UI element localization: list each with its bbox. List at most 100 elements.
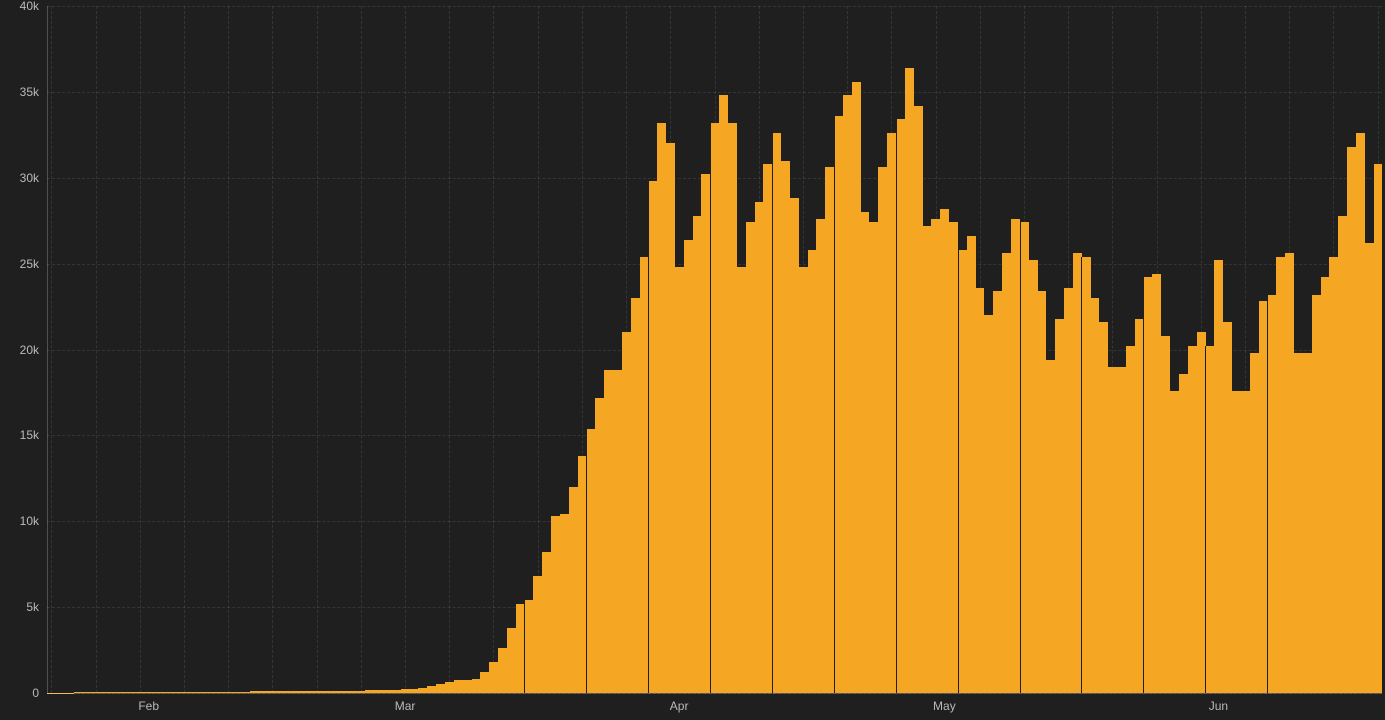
- bar: [746, 222, 755, 693]
- bar: [931, 219, 940, 693]
- bar: [737, 267, 746, 693]
- y-tick-label: 25k: [0, 257, 39, 271]
- bar: [976, 288, 985, 693]
- bar: [843, 95, 852, 693]
- y-tick-label: 20k: [0, 343, 39, 357]
- y-tick-label: 40k: [0, 0, 39, 13]
- bar: [1179, 374, 1188, 693]
- y-tick-label: 35k: [0, 85, 39, 99]
- bar: [640, 257, 649, 693]
- bar-separator: [1081, 257, 1082, 693]
- bar: [436, 684, 445, 693]
- bar: [869, 222, 878, 693]
- bar: [631, 298, 640, 693]
- bar: [578, 456, 587, 693]
- bar: [648, 181, 657, 693]
- bar: [1046, 360, 1055, 693]
- bar-separator: [1267, 295, 1268, 693]
- bar: [604, 370, 613, 693]
- bar: [861, 212, 870, 693]
- y-tick-label: 5k: [0, 600, 39, 614]
- bar: [1206, 346, 1215, 693]
- y-tick-label: 0: [0, 686, 39, 700]
- bar: [1374, 164, 1383, 693]
- bar: [772, 133, 781, 693]
- bar: [896, 119, 905, 693]
- x-tick-label: Jun: [1209, 699, 1228, 713]
- bar: [701, 174, 710, 693]
- bar: [1108, 367, 1117, 693]
- bar: [1029, 260, 1038, 693]
- bar: [622, 332, 631, 693]
- bar: [914, 106, 923, 693]
- bar: [1267, 295, 1276, 693]
- bar-separator: [710, 123, 711, 693]
- bar: [463, 680, 472, 693]
- bar: [1091, 298, 1100, 693]
- bar: [878, 167, 887, 693]
- bar: [498, 648, 507, 693]
- bar: [480, 672, 489, 693]
- bar: [1294, 353, 1303, 693]
- bar-separator: [958, 250, 959, 693]
- bar: [586, 429, 595, 693]
- bar: [1276, 257, 1285, 693]
- bar: [684, 240, 693, 693]
- bar: [1117, 367, 1126, 693]
- bar-separator: [1143, 277, 1144, 693]
- bar: [728, 123, 737, 693]
- bar: [525, 600, 534, 693]
- bar: [613, 370, 622, 693]
- x-tick-label: May: [933, 699, 956, 713]
- bar: [675, 267, 684, 693]
- bar: [1303, 353, 1312, 693]
- bar: [666, 143, 675, 693]
- bar: [445, 682, 454, 693]
- y-axis-line: [47, 6, 48, 693]
- bar-separator: [648, 181, 649, 693]
- bar: [472, 679, 481, 693]
- bar: [958, 250, 967, 693]
- bar: [693, 216, 702, 693]
- bar: [1064, 288, 1073, 693]
- bar-separator: [772, 133, 773, 693]
- bar: [825, 167, 834, 693]
- bar: [1250, 353, 1259, 693]
- bar: [1082, 257, 1091, 693]
- bar: [507, 628, 516, 693]
- bar: [551, 516, 560, 693]
- bar: [489, 662, 498, 693]
- y-tick-label: 15k: [0, 428, 39, 442]
- bar-separator: [1205, 346, 1206, 693]
- y-tick-label: 30k: [0, 171, 39, 185]
- bar: [755, 202, 764, 693]
- bar: [1232, 391, 1241, 693]
- bar: [1020, 222, 1029, 693]
- bar: [1285, 253, 1294, 693]
- bar: [710, 123, 719, 693]
- bar: [454, 680, 463, 693]
- bar: [1099, 322, 1108, 693]
- bar: [1223, 322, 1232, 693]
- bar: [533, 576, 542, 693]
- bar: [1126, 346, 1135, 693]
- bar: [905, 68, 914, 693]
- bar: [1321, 277, 1330, 693]
- bar: [569, 487, 578, 693]
- bar: [1347, 147, 1356, 693]
- bar: [763, 164, 772, 693]
- bar-separator: [896, 119, 897, 693]
- bar: [816, 219, 825, 693]
- bar: [852, 82, 861, 693]
- bar: [993, 291, 1002, 693]
- bar: [1214, 260, 1223, 693]
- x-axis-line: [47, 693, 1382, 694]
- bar: [1161, 336, 1170, 693]
- bar: [887, 133, 896, 693]
- bar-separator: [834, 116, 835, 693]
- bar-separator: [524, 600, 525, 693]
- bar: [967, 236, 976, 693]
- bar: [1241, 391, 1250, 693]
- bar: [542, 552, 551, 693]
- bar: [984, 315, 993, 693]
